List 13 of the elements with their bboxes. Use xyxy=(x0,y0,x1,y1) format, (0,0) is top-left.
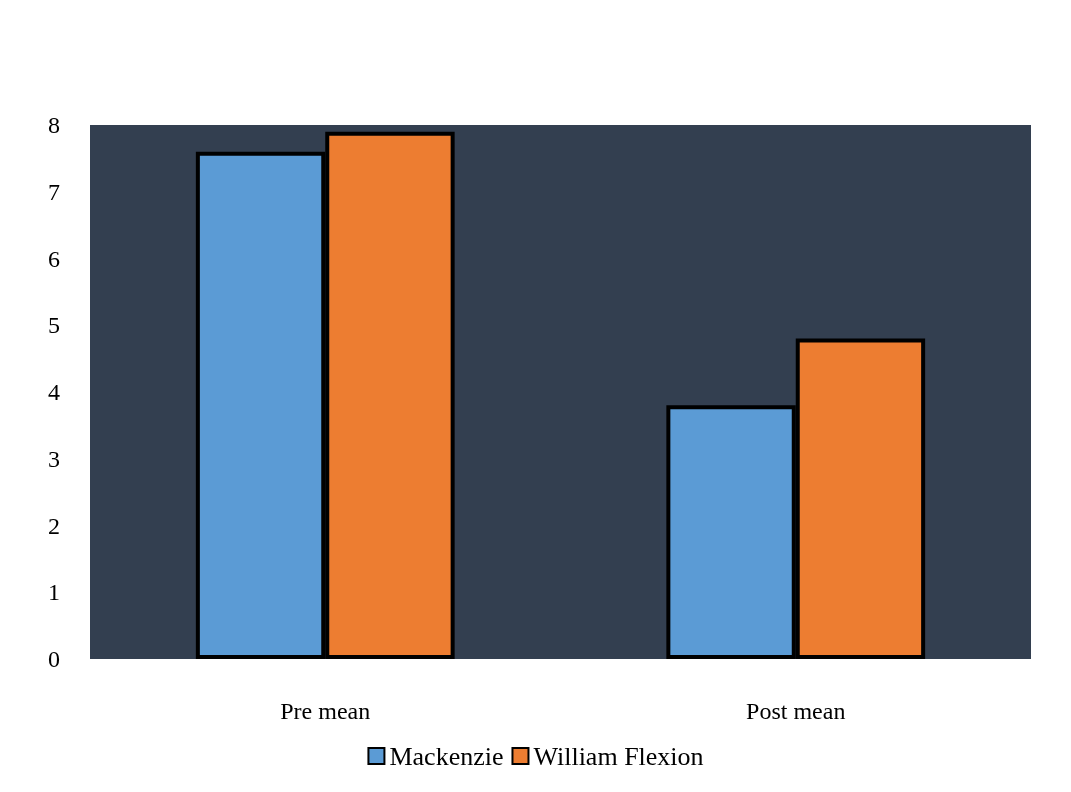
y-tick-label: 6 xyxy=(48,245,60,272)
legend-label: William Flexion xyxy=(533,741,704,771)
y-tick-label: 2 xyxy=(48,512,60,539)
y-tick-label: 3 xyxy=(48,445,60,472)
y-tick-label: 8 xyxy=(48,112,60,138)
x-tick-label: Post mean xyxy=(746,698,846,724)
y-tick-label: 5 xyxy=(48,312,60,339)
y-tick-label: 1 xyxy=(48,579,60,606)
x-tick-label: Pre mean xyxy=(280,698,371,724)
y-tick-label: 7 xyxy=(48,178,60,205)
y-tick-label: 0 xyxy=(48,646,60,672)
y-tick-label: 4 xyxy=(48,379,60,405)
legend-label: Mackenzie xyxy=(389,741,504,771)
